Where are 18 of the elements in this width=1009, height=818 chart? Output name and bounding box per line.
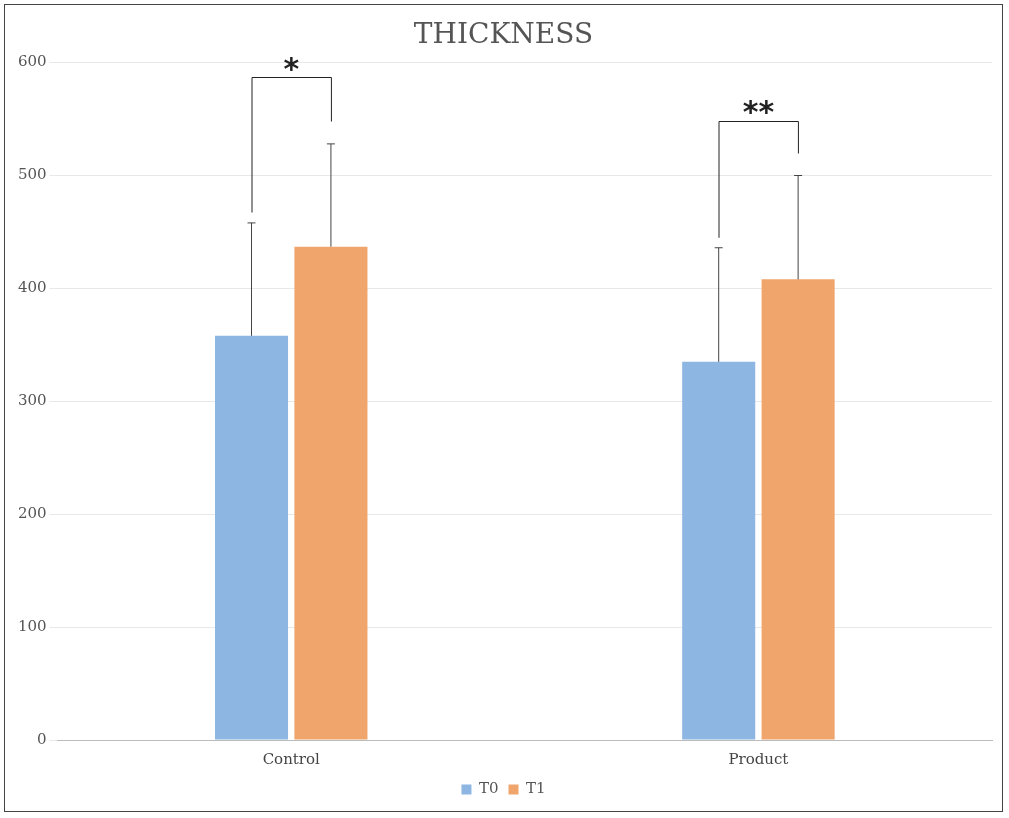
legend-label: T0	[478, 779, 499, 798]
bar	[294, 246, 368, 740]
y-tick-label: 100	[17, 616, 47, 635]
y-tick-label: 0	[37, 729, 47, 748]
bar	[761, 279, 835, 740]
bar	[214, 335, 289, 740]
y-tick-label: 400	[17, 278, 47, 297]
bar	[682, 361, 756, 740]
annotation: **	[742, 94, 775, 130]
chart-title: THICKNESS	[413, 17, 594, 51]
x-tick-label: Control	[262, 749, 321, 768]
y-tick-label: 600	[17, 52, 47, 71]
x-tick-label: Product	[728, 749, 789, 768]
y-tick-label: 300	[17, 391, 47, 410]
y-tick-label: 500	[17, 165, 47, 184]
annotation: *	[283, 50, 300, 86]
legend-label: T1	[526, 779, 546, 798]
y-tick-label: 200	[17, 504, 47, 523]
